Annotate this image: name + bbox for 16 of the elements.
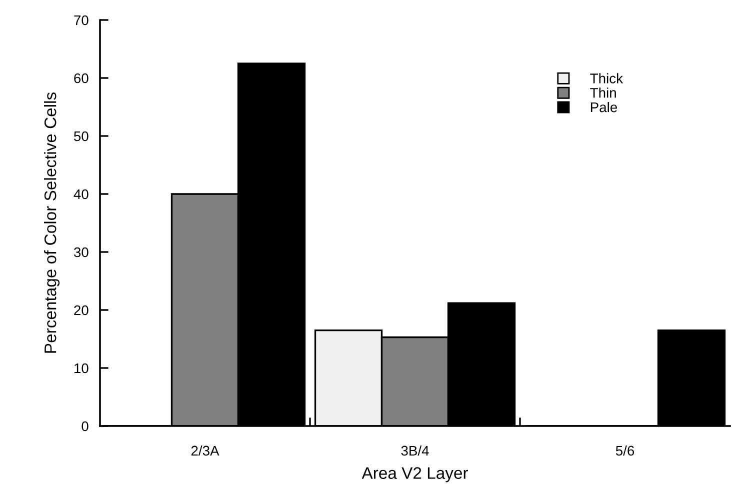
legend-label: Thin <box>590 88 616 98</box>
y-tick-label: 70 <box>74 15 88 26</box>
x-tick-label: 2/3A <box>191 445 220 456</box>
legend-label: Pale <box>590 102 617 112</box>
y-tick-label: 60 <box>74 73 88 84</box>
y-tick-label: 30 <box>74 247 88 258</box>
y-tick-label: 20 <box>74 305 88 316</box>
legend-label: Thick <box>590 73 624 84</box>
x-tick-label: 5/6 <box>616 445 634 456</box>
y-tick-label: 10 <box>74 363 88 374</box>
x-axis-title: Area V2 Layer <box>362 467 468 482</box>
y-tick-label: 50 <box>74 131 88 142</box>
y-tick-label: 40 <box>74 189 88 200</box>
y-tick-label: 0 <box>82 421 88 432</box>
x-tick-label: 3B/4 <box>401 445 429 456</box>
y-axis-title: Percentage of Color Selective Cells <box>44 92 60 353</box>
